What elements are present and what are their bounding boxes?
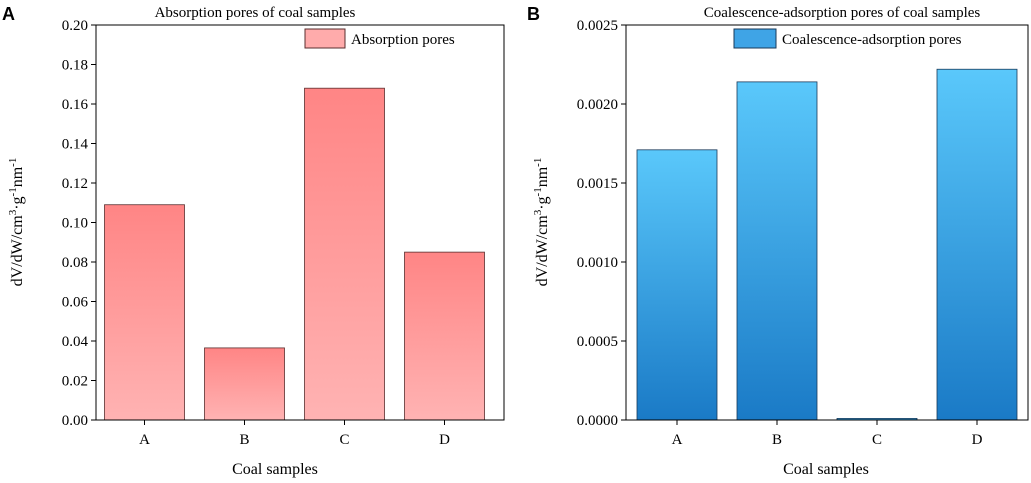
y-tick-label-b: 0.0010 — [577, 255, 618, 271]
y-tick-label-a: 0.04 — [62, 334, 89, 350]
y-axis-title-b: dV/dW/cm3·g-1nm-1 — [532, 158, 551, 287]
bar-a-d — [404, 251, 485, 421]
y-tick-label-a: 0.08 — [62, 255, 88, 271]
x-tick-label-a: C — [339, 432, 349, 448]
x-categories-a: A B C D — [139, 420, 450, 448]
legend-swatch-b — [733, 28, 777, 49]
y-tick-label-b: 0.0025 — [577, 18, 618, 34]
x-axis-title-b: Coal samples — [783, 461, 869, 478]
y-tick-label-b: 0.0000 — [577, 413, 618, 429]
bar-b-b — [736, 81, 818, 421]
y-ticks-b: 0.0000 0.0005 0.0010 0.0015 0.0020 0.0025 — [577, 18, 626, 429]
x-categories-b: A B C D — [672, 420, 983, 448]
panel-b: B Coalescence-adsorption pores of coal s… — [527, 4, 1029, 478]
y-tick-label-a: 0.00 — [62, 413, 88, 429]
x-tick-label-a: A — [139, 432, 150, 448]
x-tick-label-b: A — [672, 432, 683, 448]
panel-a: A Absorption pores of coal samples dV/dW… — [2, 4, 505, 478]
chart-title-a: Absorption pores of coal samples — [155, 5, 356, 21]
x-tick-label-a: D — [439, 432, 450, 448]
y-tick-label-b: 0.0005 — [577, 334, 618, 350]
y-axis-title-a: dV/dW/cm3·g-1nm-1 — [7, 158, 26, 287]
x-tick-label-b: B — [772, 432, 782, 448]
bars-a — [104, 87, 485, 421]
y-tick-label-a: 0.12 — [62, 176, 88, 192]
x-axis-title-a: Coal samples — [232, 461, 318, 478]
y-tick-label-b: 0.0015 — [577, 176, 618, 192]
legend-a: Absorption pores — [304, 28, 455, 49]
x-tick-label-b: D — [972, 432, 983, 448]
y-tick-label-a: 0.02 — [62, 374, 88, 390]
bar-a-c — [304, 87, 385, 421]
y-tick-label-a: 0.16 — [62, 97, 89, 113]
x-tick-label-a: B — [239, 432, 249, 448]
x-tick-label-b: C — [872, 432, 882, 448]
y-tick-label-a: 0.06 — [62, 295, 89, 311]
panel-label-a: A — [2, 4, 15, 24]
y-tick-label-a: 0.18 — [62, 58, 88, 74]
legend-b: Coalescence-adsorption pores — [733, 28, 962, 49]
bar-b-d — [936, 68, 1018, 421]
y-tick-label-a: 0.14 — [62, 137, 89, 153]
bar-a-a — [104, 204, 185, 421]
panel-label-b: B — [527, 4, 540, 24]
bar-b-a — [636, 149, 718, 421]
svg-text:dV/dW/cm3·g-1nm-1: dV/dW/cm3·g-1nm-1 — [532, 158, 551, 287]
bars-b — [636, 68, 1018, 421]
legend-label-a: Absorption pores — [351, 32, 455, 48]
y-tick-label-a: 0.20 — [62, 18, 88, 34]
chart-title-b: Coalescence-adsorption pores of coal sam… — [704, 5, 981, 21]
legend-swatch-a — [304, 28, 346, 49]
y-ticks-a: 0.00 0.02 0.04 0.06 0.08 0.10 0.12 0.14 0.16 0.18… — [62, 18, 96, 429]
y-tick-label-b: 0.0020 — [577, 97, 618, 113]
svg-text:dV/dW/cm3·g-1nm-1: dV/dW/cm3·g-1nm-1 — [7, 158, 26, 287]
plot-frame-a — [95, 24, 505, 421]
y-tick-label-a: 0.10 — [62, 216, 88, 232]
legend-label-b: Coalescence-adsorption pores — [782, 32, 962, 48]
plot-frame-b — [625, 24, 1029, 421]
bar-a-b — [204, 347, 285, 421]
